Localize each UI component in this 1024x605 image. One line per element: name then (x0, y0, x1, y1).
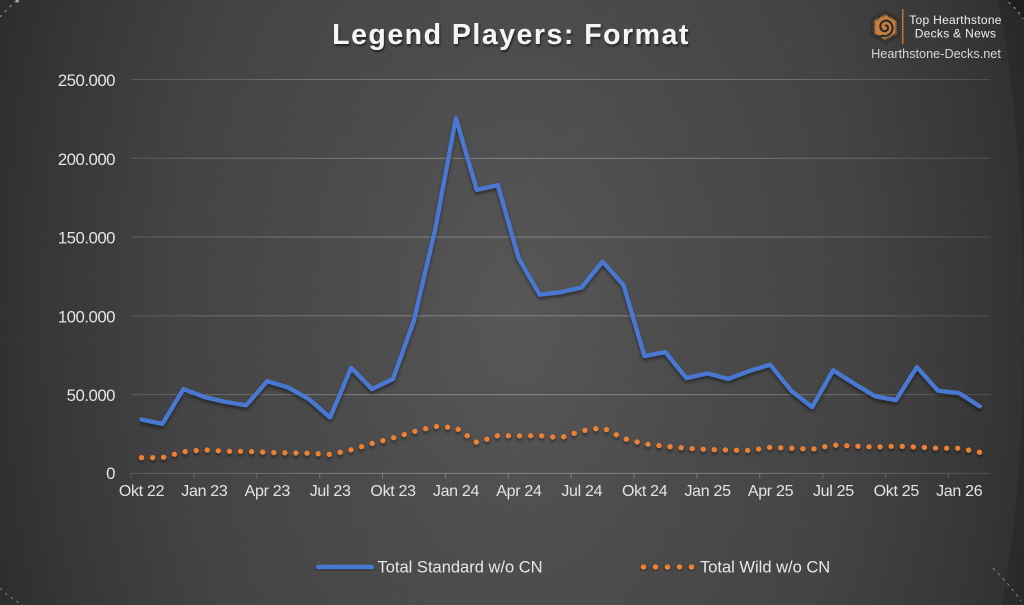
svg-text:Okt 23: Okt 23 (370, 483, 416, 500)
svg-text:Jul 24: Jul 24 (561, 483, 602, 500)
svg-text:Jan 24: Jan 24 (433, 483, 480, 500)
svg-text:250.000: 250.000 (58, 71, 115, 90)
svg-text:150.000: 150.000 (58, 229, 115, 248)
svg-text:0: 0 (106, 464, 115, 483)
svg-text:Okt 25: Okt 25 (874, 483, 920, 500)
svg-text:Jul 23: Jul 23 (310, 483, 351, 500)
svg-text:Okt 24: Okt 24 (622, 483, 668, 500)
svg-text:Decks & News: Decks & News (915, 27, 997, 41)
svg-text:Top Hearthstone: Top Hearthstone (909, 13, 1002, 27)
svg-text:Legend Players: Format: Legend Players: Format (332, 19, 690, 51)
svg-text:100.000: 100.000 (58, 307, 115, 326)
svg-text:Total Wild w/o CN: Total Wild w/o CN (700, 559, 830, 577)
svg-text:Jan 23: Jan 23 (181, 483, 228, 500)
svg-text:Okt 22: Okt 22 (119, 483, 165, 500)
svg-text:50.000: 50.000 (67, 386, 115, 405)
svg-text:200.000: 200.000 (58, 150, 115, 169)
svg-text:Hearthstone-Decks.net: Hearthstone-Decks.net (871, 47, 1001, 61)
svg-text:Apr 25: Apr 25 (748, 483, 794, 500)
svg-text:Jan 25: Jan 25 (684, 483, 731, 500)
svg-text:Total Standard w/o CN: Total Standard w/o CN (378, 559, 543, 577)
svg-text:Jan 26: Jan 26 (936, 483, 983, 500)
svg-text:Apr 24: Apr 24 (496, 483, 542, 500)
svg-text:Jul 25: Jul 25 (813, 483, 854, 500)
svg-text:Apr 23: Apr 23 (245, 483, 291, 500)
